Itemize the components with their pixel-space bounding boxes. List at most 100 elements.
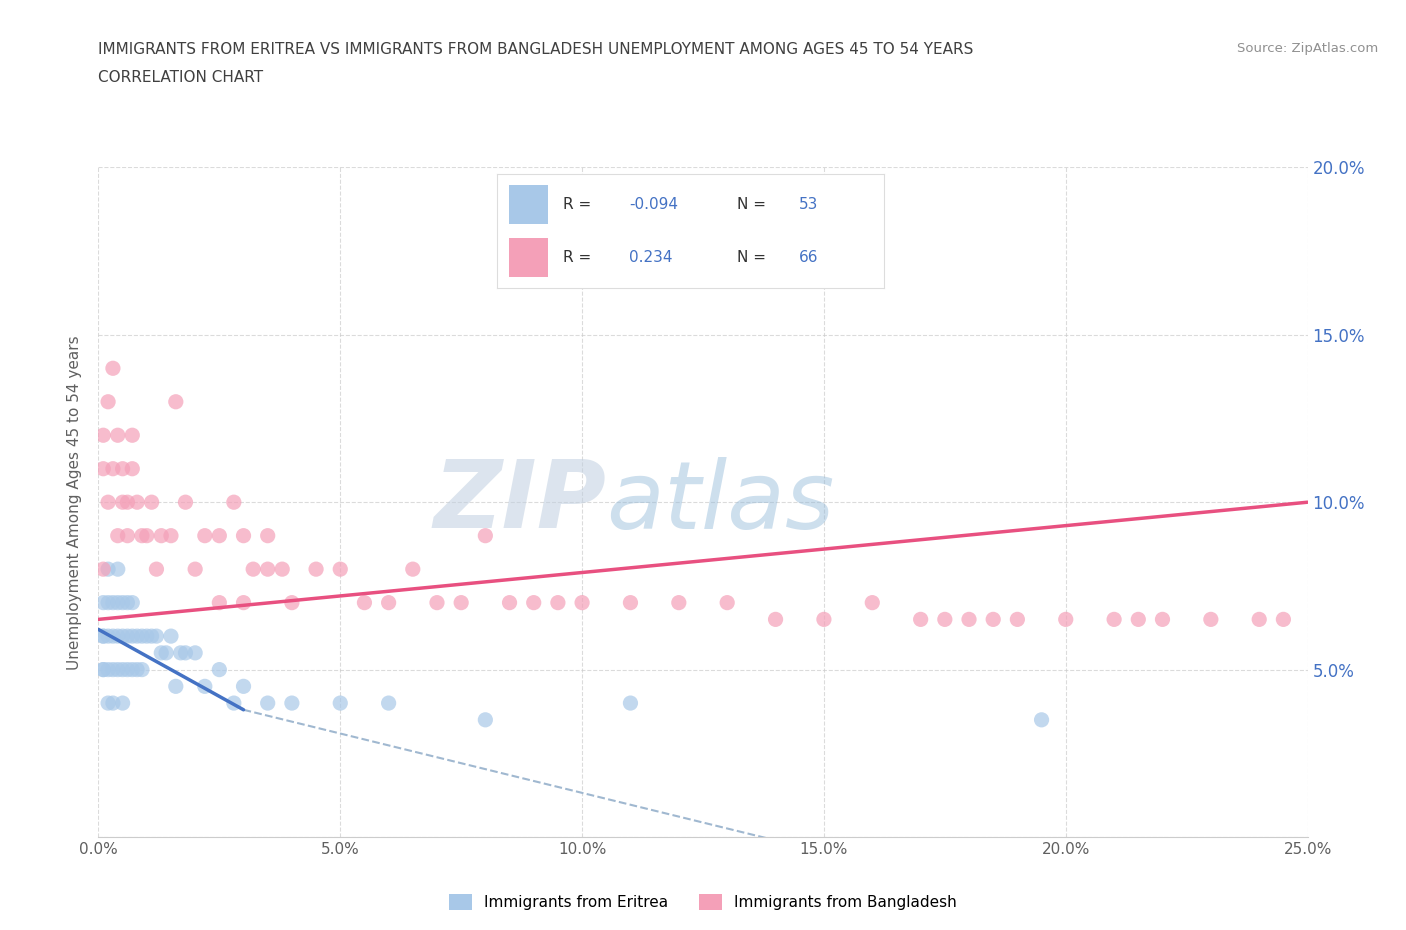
Point (934, 612, 956, 627)
Point (97, 696, 120, 711)
Point (232, 595, 254, 610)
Point (101, 662, 124, 677)
Point (111, 629, 134, 644)
Point (111, 696, 134, 711)
Point (97, 662, 120, 677)
Point (117, 629, 139, 644)
Point (377, 595, 399, 610)
Point (97, 495, 120, 510)
Point (498, 595, 520, 610)
Point (135, 629, 157, 644)
Point (150, 528, 173, 543)
Point (256, 562, 278, 577)
Point (131, 662, 153, 677)
Text: IMMIGRANTS FROM ERITREA VS IMMIGRANTS FROM BANGLADESH UNEMPLOYMENT AMONG AGES 45: IMMIGRANTS FROM ERITREA VS IMMIGRANTS FR… (98, 42, 974, 57)
Point (1249, 612, 1271, 627)
Point (194, 528, 217, 543)
Point (668, 595, 690, 610)
Point (117, 495, 139, 510)
Point (150, 645, 173, 660)
Point (1102, 612, 1125, 627)
Point (107, 595, 129, 610)
Point (1054, 612, 1077, 627)
Point (232, 528, 254, 543)
Point (141, 495, 163, 510)
Point (256, 696, 278, 711)
Point (271, 562, 294, 577)
Point (716, 595, 738, 610)
Point (155, 645, 177, 660)
Point (117, 595, 139, 610)
Point (1031, 712, 1053, 727)
Point (281, 696, 304, 711)
Point (619, 595, 641, 610)
Point (281, 595, 304, 610)
Point (256, 528, 278, 543)
Point (111, 595, 134, 610)
Legend: Immigrants from Eritrea, Immigrants from Bangladesh: Immigrants from Eritrea, Immigrants from… (443, 888, 963, 916)
Point (981, 612, 1004, 627)
Point (91, 461, 114, 476)
Point (91, 595, 114, 610)
Point (329, 696, 352, 711)
Point (101, 595, 124, 610)
Point (1128, 612, 1150, 627)
Point (329, 562, 352, 577)
Point (127, 629, 149, 644)
Point (91, 428, 114, 443)
Point (117, 528, 139, 543)
Point (121, 629, 143, 644)
Point (174, 495, 197, 510)
Point (957, 612, 980, 627)
Point (169, 645, 191, 660)
Point (91, 662, 114, 677)
Point (117, 662, 139, 677)
Point (474, 712, 496, 727)
Point (121, 428, 143, 443)
Point (101, 696, 124, 711)
Point (91, 562, 114, 577)
Point (194, 679, 217, 694)
Point (97, 394, 120, 409)
Point (571, 595, 593, 610)
Point (208, 595, 231, 610)
Point (1199, 612, 1222, 627)
Point (107, 662, 129, 677)
Point (97, 595, 120, 610)
Point (111, 461, 134, 476)
Y-axis label: Unemployment Among Ages 45 to 54 years: Unemployment Among Ages 45 to 54 years (67, 335, 83, 670)
Point (174, 645, 197, 660)
Point (121, 595, 143, 610)
Point (242, 562, 264, 577)
Point (145, 629, 167, 644)
Point (101, 461, 124, 476)
Point (222, 696, 245, 711)
Point (450, 595, 472, 610)
Point (91, 629, 114, 644)
Point (765, 612, 787, 627)
Point (91, 629, 114, 644)
Point (127, 495, 149, 510)
Point (127, 662, 149, 677)
Point (107, 629, 129, 644)
Point (910, 612, 932, 627)
Point (860, 595, 883, 610)
Point (1152, 612, 1174, 627)
Text: Source: ZipAtlas.com: Source: ZipAtlas.com (1237, 42, 1378, 55)
Point (426, 595, 449, 610)
Point (165, 679, 187, 694)
Point (402, 562, 425, 577)
Point (121, 662, 143, 677)
Point (111, 495, 134, 510)
Point (111, 662, 134, 677)
Point (232, 679, 254, 694)
Point (121, 461, 143, 476)
Point (208, 662, 231, 677)
Point (101, 629, 124, 644)
Point (813, 612, 835, 627)
Point (107, 528, 129, 543)
Point (131, 528, 153, 543)
Point (131, 629, 153, 644)
Point (91, 662, 114, 677)
Point (208, 528, 231, 543)
